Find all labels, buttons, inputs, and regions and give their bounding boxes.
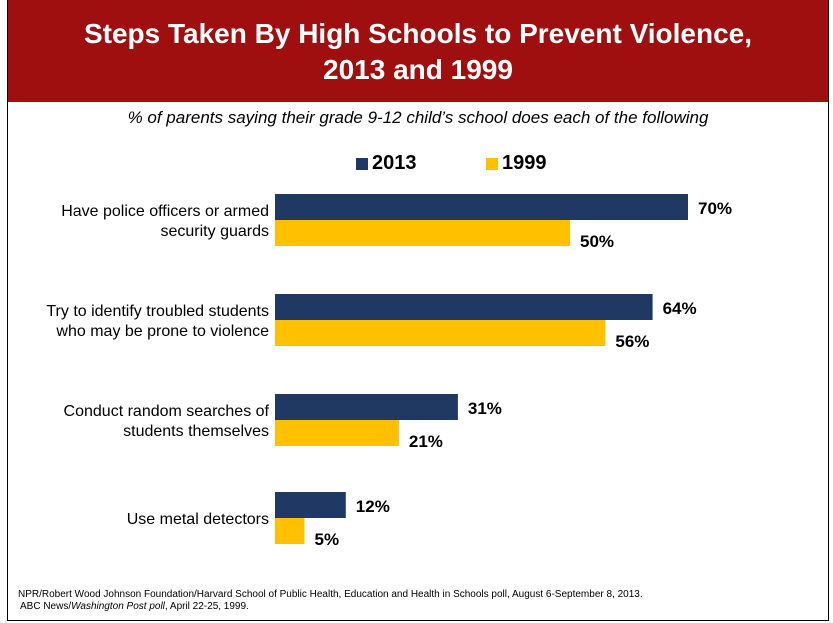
slide-frame bbox=[7, 0, 829, 621]
source-line-2-suffix: , April 22-25, 1999. bbox=[164, 601, 249, 612]
legend-swatch-2013 bbox=[356, 157, 368, 170]
source-line-2-prefix: ABC News/ bbox=[20, 601, 72, 612]
bar-2013 bbox=[275, 492, 346, 518]
legend-label-1999: 1999 bbox=[502, 152, 547, 174]
data-label-1999: 5% bbox=[315, 530, 340, 549]
chart-title-line-1: Steps Taken By High Schools to Prevent V… bbox=[83, 18, 753, 49]
category-label: Conduct random searches of bbox=[64, 403, 270, 420]
bar-1999 bbox=[275, 420, 399, 446]
data-label-1999: 21% bbox=[409, 432, 443, 451]
source-line-1: NPR/Robert Wood Johnson Foundation/Harva… bbox=[18, 589, 643, 600]
bar-2013 bbox=[275, 194, 688, 220]
category-label: who may be prone to violence bbox=[55, 323, 269, 340]
chart-subtitle: % of parents saying their grade 9-12 chi… bbox=[127, 108, 709, 127]
bar-1999 bbox=[275, 320, 606, 346]
source-line-2: ABC News/Washington Post poll, April 22-… bbox=[18, 601, 818, 613]
category-label: Have police officers or armed bbox=[61, 203, 269, 220]
legend: 2013 1999 bbox=[0, 152, 833, 182]
data-label-2013: 31% bbox=[468, 399, 502, 418]
chart-title-line-2: 2013 and 1999 bbox=[323, 54, 513, 85]
bar-1999 bbox=[275, 518, 305, 544]
data-label-1999: 56% bbox=[615, 332, 649, 351]
legend-label-2013: 2013 bbox=[372, 152, 417, 174]
data-label-2013: 70% bbox=[698, 199, 732, 218]
data-label-1999: 50% bbox=[580, 232, 614, 251]
title-banner: Steps Taken By High Schools to Prevent V… bbox=[8, 0, 828, 102]
bar-2013 bbox=[275, 294, 653, 320]
legend-item-2013: 2013 bbox=[356, 152, 417, 175]
bar-1999 bbox=[275, 220, 570, 246]
category-label: students themselves bbox=[123, 423, 269, 440]
category-label: Use metal detectors bbox=[127, 511, 269, 528]
source-line-2-italic: Washington Post poll bbox=[71, 601, 165, 612]
data-label-2013: 12% bbox=[356, 497, 390, 516]
bar-2013 bbox=[275, 394, 458, 420]
source-note: NPR/Robert Wood Johnson Foundation/Harva… bbox=[18, 589, 818, 613]
category-label: security guards bbox=[161, 223, 270, 240]
category-label: Try to identify troubled students bbox=[46, 303, 269, 320]
legend-swatch-1999 bbox=[486, 157, 498, 170]
data-label-2013: 64% bbox=[663, 299, 697, 318]
legend-item-1999: 1999 bbox=[486, 152, 547, 175]
